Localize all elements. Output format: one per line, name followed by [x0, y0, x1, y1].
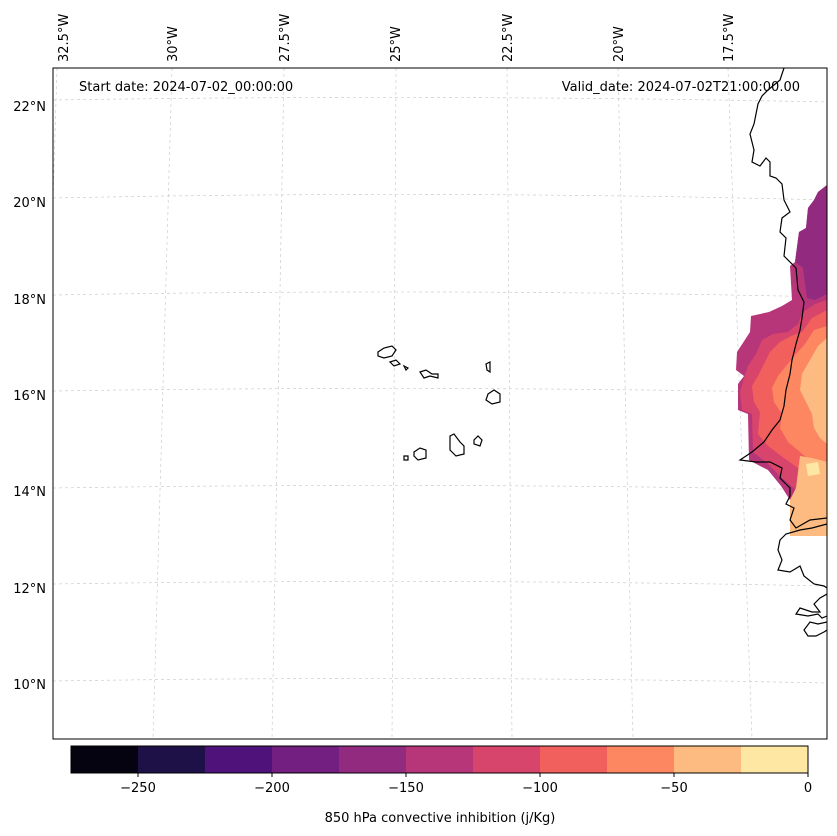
island-sao-nicolau — [419, 369, 439, 379]
parallel-18n — [53, 291, 827, 298]
colorbar-segment — [473, 746, 541, 773]
coastlines — [377, 68, 827, 637]
gridlines — [53, 68, 827, 739]
colorbar-segment — [205, 746, 273, 773]
cb-tick-label-250: −250 — [120, 781, 156, 796]
colorbar-border — [70, 745, 809, 774]
colorbar-ticks — [137, 773, 809, 777]
cb-tick-label-200: −200 — [254, 781, 290, 796]
island-boa-vista — [485, 389, 501, 405]
colorbar — [70, 745, 809, 774]
contour-band-0 — [806, 462, 820, 476]
lon-label-27-5w: 27.5°W — [278, 14, 293, 62]
lat-label-20n: 20°N — [13, 196, 46, 211]
contour-band-25-light — [790, 456, 827, 536]
lon-label-25w: 25°W — [389, 26, 404, 62]
parallel-20n — [53, 194, 827, 201]
lon-label-22-5w: 22.5°W — [501, 14, 516, 62]
cin-contours — [736, 185, 827, 536]
parallel-14n — [53, 485, 827, 491]
colorbar-segment — [138, 746, 206, 773]
latitude-labels: 22°N 20°N 18°N 16°N 14°N 12°N 10°N — [13, 100, 46, 693]
parallel-22n — [53, 97, 827, 103]
lat-label-10n: 10°N — [13, 678, 46, 693]
lon-label-17-5w: 17.5°W — [722, 14, 737, 62]
lat-label-14n: 14°N — [13, 485, 46, 500]
meridian-32-5w — [53, 68, 58, 201]
lat-label-16n: 16°N — [13, 389, 46, 404]
parallel-16n — [53, 388, 827, 394]
colorbar-segment — [406, 746, 474, 773]
lat-label-12n: 12°N — [13, 582, 46, 597]
island-santiago — [449, 433, 465, 457]
parallel-10n — [53, 678, 827, 684]
africa-coastline — [738, 68, 827, 637]
colorbar-segment — [339, 746, 407, 773]
contour-band-50 — [800, 338, 827, 444]
island-santa-luzia — [402, 364, 410, 372]
colorbar-segment — [540, 746, 608, 773]
island-fogo — [413, 447, 427, 461]
island-brava — [403, 455, 409, 461]
meridian-22-5w — [506, 68, 513, 739]
island-sao-vicente — [388, 359, 402, 367]
island-maio — [473, 435, 483, 447]
longitude-labels: 32.5°W 30°W 27.5°W 25°W 22.5°W 20°W 17.5… — [57, 14, 737, 62]
colorbar-tick-labels: −250 −200 −150 −100 −50 0 — [120, 781, 812, 796]
start-date-label: Start date: 2024-07-02_00:00:00 — [79, 80, 293, 95]
cb-tick-label-100: −100 — [522, 781, 558, 796]
colorbar-segment — [71, 746, 139, 773]
parallel-12n — [53, 581, 827, 587]
island-santo-antao — [377, 345, 397, 359]
colorbar-segment — [607, 746, 675, 773]
lon-label-32-5w: 32.5°W — [57, 14, 72, 62]
cb-tick-label-50: −50 — [660, 781, 687, 796]
contour-band-150 — [795, 185, 827, 300]
cb-tick-label-0: 0 — [804, 781, 812, 796]
map-area — [53, 68, 827, 739]
lat-label-22n: 22°N — [13, 100, 46, 115]
island-sal — [485, 361, 491, 374]
lat-label-18n: 18°N — [13, 293, 46, 308]
cb-tick-label-150: −150 — [388, 781, 424, 796]
colorbar-segment — [674, 746, 742, 773]
lon-label-30w: 30°W — [166, 26, 181, 62]
meridian-27-5w — [271, 68, 285, 739]
meridian-25w — [391, 68, 397, 739]
map-frame — [52, 67, 828, 740]
lon-label-20w: 20°W — [612, 26, 627, 62]
colorbar-segment — [272, 746, 340, 773]
colorbar-segment — [741, 746, 809, 773]
colorbar-title: 850 hPa convective inhibition (j/Kg) — [325, 811, 556, 826]
meridian-30w — [152, 68, 173, 739]
meridian-17-5w — [727, 68, 753, 739]
valid-date-label: Valid_date: 2024-07-02T21:00:00.00 — [562, 80, 800, 95]
meridian-20w — [617, 68, 634, 739]
